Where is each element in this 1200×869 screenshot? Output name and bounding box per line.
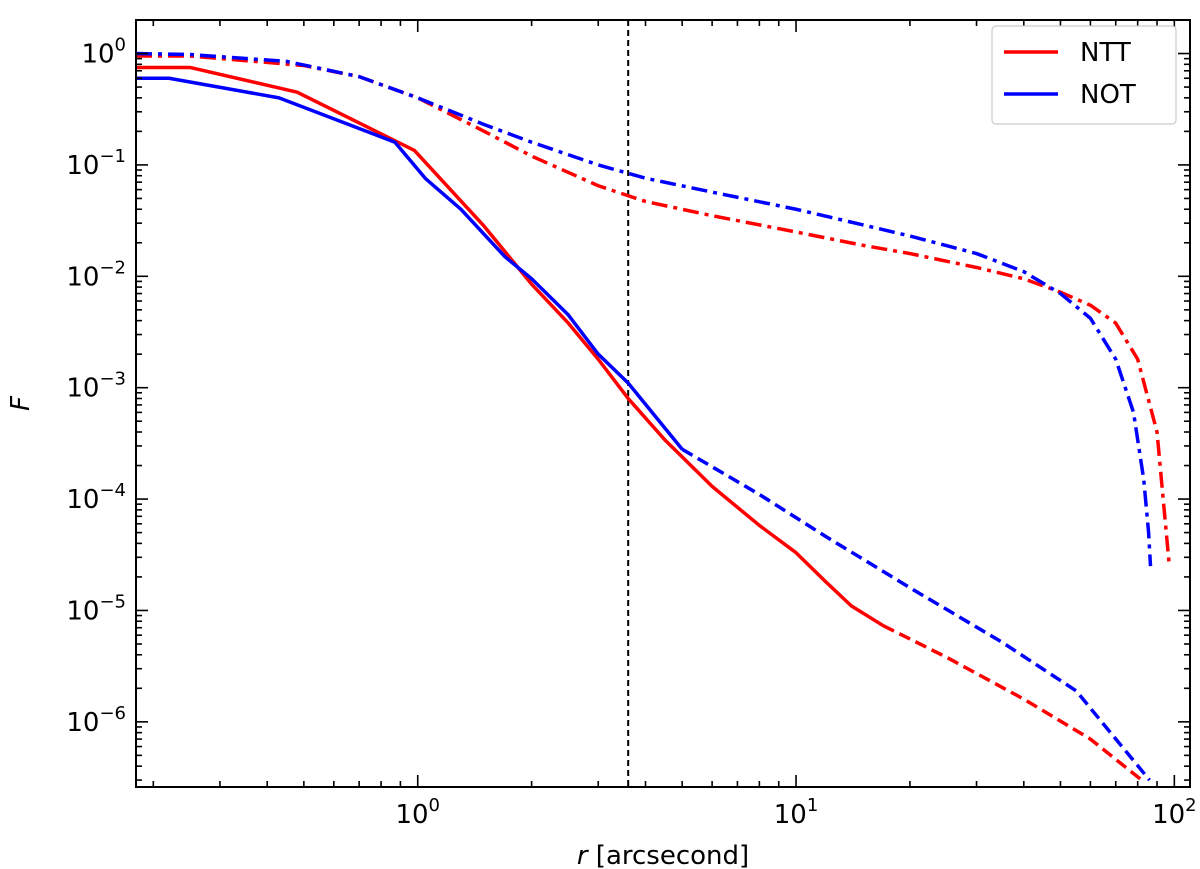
series-ntt-dashed bbox=[882, 624, 1143, 782]
y-tick-label-base: 10 bbox=[66, 485, 99, 515]
y-tick-label: 10−2 bbox=[66, 257, 126, 292]
series-not-dashed bbox=[681, 447, 1151, 782]
y-tick-label-exp: 0 bbox=[115, 35, 126, 56]
plot-frame bbox=[135, 19, 1191, 788]
series-ntt-dashdot bbox=[136, 54, 1172, 567]
legend: NTT NOT bbox=[991, 25, 1177, 125]
legend-entries: NTT NOT bbox=[1004, 38, 1136, 110]
x-tick-label: 102 bbox=[1152, 795, 1197, 830]
x-tick-label-base: 10 bbox=[1152, 800, 1185, 830]
y-tick-label: 10−6 bbox=[66, 703, 126, 738]
y-tick-label: 10−3 bbox=[66, 369, 126, 404]
y-tick-label: 10−5 bbox=[66, 591, 126, 626]
series-ntt-solid bbox=[136, 65, 885, 628]
y-tick-label-exp: −3 bbox=[99, 369, 126, 390]
series-not-dashdot bbox=[136, 51, 1153, 567]
y-axis-label: F bbox=[6, 395, 36, 411]
x-tick-label: 100 bbox=[395, 795, 440, 830]
y-tick-label-base: 10 bbox=[66, 374, 99, 404]
y-tick-label-base: 10 bbox=[66, 596, 99, 626]
y-tick-label: 10−1 bbox=[66, 146, 126, 181]
y-tick-label-base: 10 bbox=[81, 40, 114, 70]
y-tick-label-exp: −1 bbox=[99, 146, 126, 167]
x-tick-label-base: 10 bbox=[774, 800, 807, 830]
x-axis-label-var: r bbox=[577, 841, 590, 869]
y-tick-label-exp: −2 bbox=[99, 257, 126, 278]
legend-label-not: NOT bbox=[1080, 80, 1136, 110]
y-tick-label-exp: −6 bbox=[99, 703, 126, 724]
y-tick-label: 10−4 bbox=[66, 480, 126, 515]
legend-label-ntt: NTT bbox=[1080, 38, 1131, 68]
x-tick-label-exp: 1 bbox=[807, 795, 818, 816]
x-axis-label: r [arcsecond] bbox=[577, 841, 749, 869]
x-tick-label: 101 bbox=[774, 795, 819, 830]
y-tick-label-base: 10 bbox=[66, 262, 99, 292]
x-tick-label-exp: 0 bbox=[429, 795, 440, 816]
series-not-solid bbox=[136, 76, 684, 451]
y-tick-label-exp: −5 bbox=[99, 591, 126, 612]
x-tick-label-exp: 2 bbox=[1185, 795, 1196, 816]
plot-area bbox=[136, 20, 1172, 787]
x-axis-label-unit: [arcsecond] bbox=[588, 841, 750, 869]
y-tick-label-base: 10 bbox=[66, 708, 99, 738]
x-tick-label-base: 10 bbox=[395, 800, 428, 830]
y-tick-label: 100 bbox=[81, 35, 126, 70]
y-tick-label-exp: −4 bbox=[99, 480, 126, 501]
y-tick-label-base: 10 bbox=[66, 151, 99, 181]
axis-ticks bbox=[136, 19, 1190, 787]
